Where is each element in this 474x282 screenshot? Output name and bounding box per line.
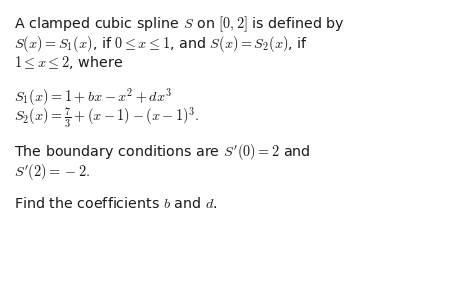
- Text: $S(x) =S_1(x)$, if $0 \leq x \leq 1$, and $S(x) =S_2(x)$, if: $S(x) =S_1(x)$, if $0 \leq x \leq 1$, an…: [14, 34, 308, 54]
- Text: $S_2(x) = \frac{7}{3} + (x - 1) - (x - 1)^3.$: $S_2(x) = \frac{7}{3} + (x - 1) - (x - 1…: [14, 106, 200, 131]
- Text: $S'(2) = -2.$: $S'(2) = -2.$: [14, 162, 91, 182]
- Text: $S_1(x) = 1 + bx - x^2 + dx^3$: $S_1(x) = 1 + bx - x^2 + dx^3$: [14, 86, 172, 108]
- Text: Find the coefficients $b$ and $d$.: Find the coefficients $b$ and $d$.: [14, 196, 218, 211]
- Text: $1 \leq x \leq 2$, where: $1 \leq x \leq 2$, where: [14, 54, 123, 71]
- Text: A clamped cubic spline $S$ on $[0, 2]$ is defined by: A clamped cubic spline $S$ on $[0, 2]$ i…: [14, 14, 345, 34]
- Text: The boundary conditions are $S'(0) = 2$ and: The boundary conditions are $S'(0) = 2$ …: [14, 142, 310, 162]
